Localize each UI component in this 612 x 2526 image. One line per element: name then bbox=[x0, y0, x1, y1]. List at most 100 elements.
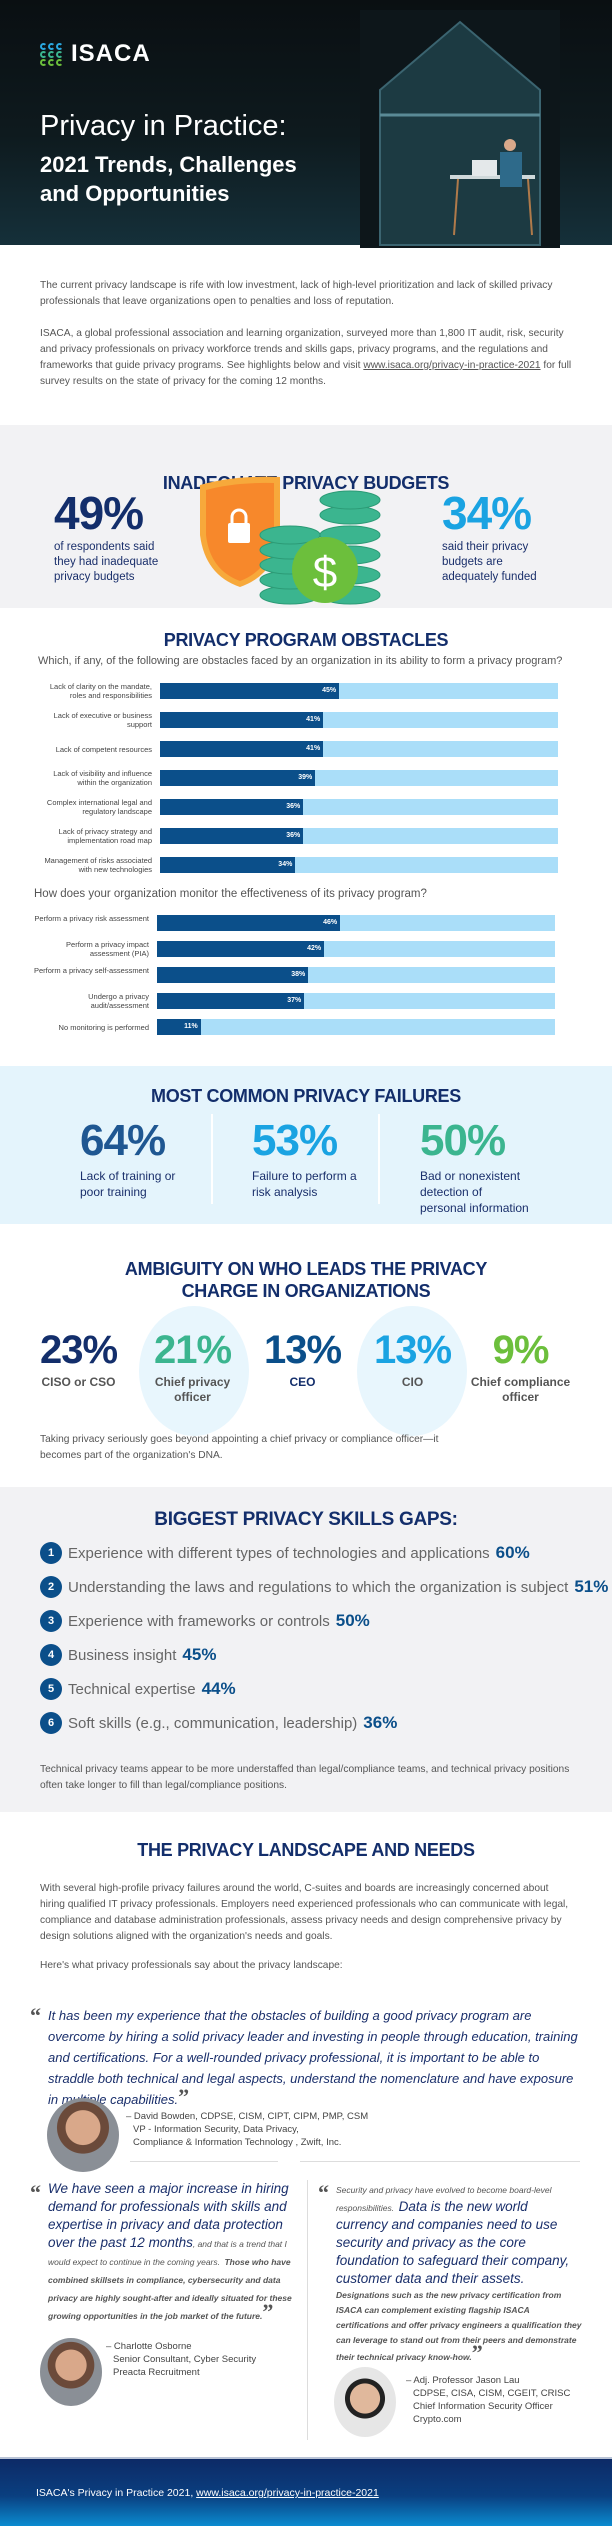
failures-section: MOST COMMON PRIVACY FAILURES 64% Lack of … bbox=[0, 1066, 612, 1224]
footer-text: ISACA's Privacy in Practice 2021, www.is… bbox=[36, 2487, 379, 2499]
author-role: Chief Information Security Officer bbox=[413, 2401, 553, 2412]
open-quote-icon: “ bbox=[318, 2180, 329, 2205]
rank-badge: 5 bbox=[40, 1678, 62, 1700]
leader-stat: 13% CEO bbox=[250, 1330, 355, 1390]
author-lau: – Adj. Professor Jason Lau CDPSE, CISA, … bbox=[406, 2374, 570, 2426]
section-title-landscape: THE PRIVACY LANDSCAPE AND NEEDS bbox=[137, 1840, 475, 1860]
chart-question-1: Which, if any, of the following are obst… bbox=[38, 655, 563, 667]
section-title-obstacles: PRIVACY PROGRAM OBSTACLES bbox=[163, 630, 449, 650]
highlight-circle bbox=[139, 1306, 249, 1436]
bar-track: 42% bbox=[157, 941, 555, 957]
page-subtitle: 2021 Trends, Challenges and Opportunitie… bbox=[40, 152, 297, 206]
divider bbox=[300, 2161, 580, 2162]
intro-text-end: for full survey results on the state of … bbox=[40, 360, 572, 387]
footer-link[interactable]: www.isaca.org/privacy-in-practice-2021 bbox=[196, 2487, 379, 2499]
bar-track: 11% bbox=[157, 1019, 555, 1035]
bar: 36% bbox=[160, 799, 304, 815]
author-name: – Adj. Professor Jason Lau bbox=[406, 2375, 520, 2386]
stat-value: 50% bbox=[420, 1116, 506, 1165]
quote-lau: “ Security and privacy have evolved to b… bbox=[318, 2180, 583, 2365]
quote-highlight: Data is the new world currency and compa… bbox=[336, 2199, 570, 2286]
skill-text: Understanding the laws and regulations t… bbox=[68, 1578, 569, 1596]
author-credentials: CDPSE, CISA, CISM, CGEIT, CRISC bbox=[413, 2388, 571, 2399]
footer: ISACA's Privacy in Practice 2021, www.is… bbox=[0, 2457, 612, 2526]
avatar-jason-lau bbox=[334, 2367, 396, 2437]
bar: 36% bbox=[160, 828, 304, 844]
skill-item: 1 Experience with different types of tech… bbox=[40, 1542, 530, 1564]
stat-value: 13% bbox=[373, 1328, 452, 1372]
bar: 39% bbox=[160, 770, 316, 786]
quote-text: Security and privacy have evolved to bec… bbox=[336, 2185, 552, 2213]
author-org: Compliance & Information Technology , Zw… bbox=[133, 2137, 342, 2148]
divider bbox=[378, 1114, 380, 1204]
intro: The current privacy landscape is rife wi… bbox=[40, 278, 580, 406]
stat-text: Lack of training or poor training bbox=[80, 1169, 176, 1199]
chart-question-2: How does your organization monitor the e… bbox=[34, 888, 427, 900]
highlight-circle bbox=[357, 1306, 467, 1436]
shield-coins-illustration: $ bbox=[200, 476, 381, 605]
survey-link[interactable]: www.isaca.org/privacy-in-practice-2021 bbox=[363, 360, 541, 371]
isaca-logo-icon bbox=[40, 42, 63, 66]
leader-stat: 21% Chief privacy officer bbox=[140, 1330, 245, 1405]
bar-label: Complex international legal and regulato… bbox=[46, 798, 152, 816]
skill-text: Business insight bbox=[68, 1646, 177, 1664]
quote-bold-text: Designations such as the new privacy cer… bbox=[336, 2290, 582, 2362]
intro-paragraph: The current privacy landscape is rife wi… bbox=[40, 280, 553, 307]
stat-text: Failure to perform a risk analysis bbox=[252, 1169, 357, 1199]
bar: 45% bbox=[160, 683, 340, 699]
isaca-logo: ISACA bbox=[40, 40, 151, 68]
quote-text: , and that is a trend that I would expec… bbox=[48, 2239, 287, 2267]
quote-text: It has been my experience that the obsta… bbox=[48, 2008, 578, 2107]
open-quote-icon: “ bbox=[30, 2003, 41, 2028]
dollar-icon: $ bbox=[313, 548, 337, 597]
avatar-charlotte-osborne bbox=[40, 2338, 102, 2406]
bar: 41% bbox=[160, 741, 324, 757]
failure-stat: 53% Failure to perform a risk analysis bbox=[252, 1118, 362, 1200]
rank-badge: 6 bbox=[40, 1712, 62, 1734]
stat-value: 13% bbox=[263, 1328, 342, 1372]
author-osborne: – Charlotte Osborne Senior Consultant, C… bbox=[106, 2340, 256, 2379]
skill-text: Experience with different types of techn… bbox=[68, 1544, 490, 1562]
quote-bold: Designations such as the new privacy cer… bbox=[336, 2288, 583, 2365]
stat-label: CIO bbox=[401, 1375, 424, 1389]
divider bbox=[130, 2161, 278, 2162]
logo-text: ISACA bbox=[71, 40, 151, 67]
bar-track: 46% bbox=[157, 915, 555, 931]
bar: 11% bbox=[157, 1019, 201, 1035]
skill-text: Soft skills (e.g., communication, leader… bbox=[68, 1714, 358, 1732]
skill-item: 3 Experience with frameworks or controls 5… bbox=[40, 1610, 370, 1632]
author-role: VP - Information Security, Data Privacy, bbox=[133, 2124, 299, 2135]
author-org: Crypto.com bbox=[413, 2414, 462, 2425]
stat-text: Bad or nonexistent detection of personal… bbox=[420, 1169, 529, 1215]
failure-stat: 64% Lack of training or poor training bbox=[80, 1118, 190, 1200]
bar-label: Lack of visibility and influence within … bbox=[53, 769, 152, 787]
bar: 46% bbox=[157, 915, 341, 931]
skill-value: 45% bbox=[182, 1645, 217, 1664]
skill-text: Experience with frameworks or controls bbox=[68, 1612, 330, 1630]
divider bbox=[307, 2180, 308, 2440]
stat-value: 64% bbox=[80, 1116, 166, 1165]
stat-text: of respondents said they had inadequate … bbox=[54, 541, 159, 583]
bar-label: Lack of clarity on the mandate, roles an… bbox=[49, 682, 152, 700]
hero-banner: ISACA Privacy in Practice: 2021 Trends, … bbox=[0, 0, 612, 248]
quote-bold: Those who have combined skillsets in com… bbox=[48, 2257, 292, 2321]
stat-label: Chief privacy officer bbox=[154, 1375, 231, 1404]
leaders-note: Taking privacy seriously goes beyond app… bbox=[40, 1434, 439, 1461]
open-quote-icon: “ bbox=[30, 2180, 41, 2205]
landscape-lead-in: Here's what privacy professionals say ab… bbox=[40, 1960, 343, 1971]
skill-item: 2 Understanding the laws and regulations … bbox=[40, 1576, 608, 1598]
budget-stat-adequate: 34% said their privacy budgets are adequ… bbox=[442, 490, 552, 585]
close-quote-icon: ” bbox=[178, 2084, 190, 2109]
skill-value: 36% bbox=[363, 1713, 398, 1732]
stat-value: 21% bbox=[153, 1328, 232, 1372]
skills-note: Technical privacy teams appear to be mor… bbox=[40, 1764, 570, 1791]
bar-track: 36% bbox=[160, 799, 558, 815]
bar-label: No monitoring is performed bbox=[58, 1023, 149, 1032]
skill-value: 60% bbox=[495, 1543, 530, 1562]
rank-badge: 4 bbox=[40, 1644, 62, 1666]
bar-label: Perform a privacy impact assessment (PIA… bbox=[66, 940, 149, 958]
stat-value: 49% bbox=[54, 487, 144, 539]
author-name: – David Bowden, CDPSE, CISM, CIPT, CIPM,… bbox=[126, 2111, 369, 2122]
quote-bowden: “ It has been my experience that the obst… bbox=[30, 2005, 580, 2110]
bar-label: Lack of executive or business support bbox=[53, 711, 152, 729]
